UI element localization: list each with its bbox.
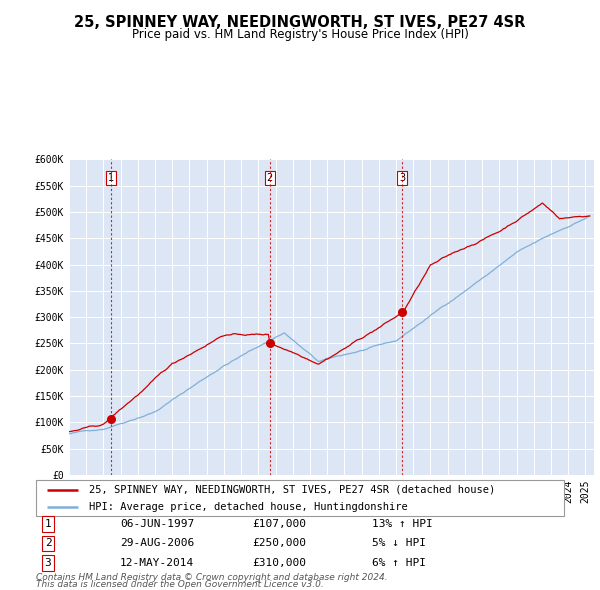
Text: 25, SPINNEY WAY, NEEDINGWORTH, ST IVES, PE27 4SR: 25, SPINNEY WAY, NEEDINGWORTH, ST IVES, … [74, 15, 526, 30]
Text: £107,000: £107,000 [252, 519, 306, 529]
Text: 29-AUG-2006: 29-AUG-2006 [120, 539, 194, 548]
Text: 5% ↓ HPI: 5% ↓ HPI [372, 539, 426, 548]
Text: 12-MAY-2014: 12-MAY-2014 [120, 558, 194, 568]
Text: 2: 2 [44, 539, 52, 548]
FancyBboxPatch shape [36, 480, 564, 516]
Text: 2: 2 [266, 173, 273, 183]
Text: 1: 1 [108, 173, 114, 183]
Text: This data is licensed under the Open Government Licence v3.0.: This data is licensed under the Open Gov… [36, 580, 324, 589]
Text: 1: 1 [44, 519, 52, 529]
Text: 3: 3 [400, 173, 406, 183]
Text: £310,000: £310,000 [252, 558, 306, 568]
Text: 13% ↑ HPI: 13% ↑ HPI [372, 519, 433, 529]
Text: Contains HM Land Registry data © Crown copyright and database right 2024.: Contains HM Land Registry data © Crown c… [36, 573, 388, 582]
Text: HPI: Average price, detached house, Huntingdonshire: HPI: Average price, detached house, Hunt… [89, 502, 407, 512]
Text: £250,000: £250,000 [252, 539, 306, 548]
Text: Price paid vs. HM Land Registry's House Price Index (HPI): Price paid vs. HM Land Registry's House … [131, 28, 469, 41]
Text: 3: 3 [44, 558, 52, 568]
Text: 06-JUN-1997: 06-JUN-1997 [120, 519, 194, 529]
Text: 6% ↑ HPI: 6% ↑ HPI [372, 558, 426, 568]
Text: 25, SPINNEY WAY, NEEDINGWORTH, ST IVES, PE27 4SR (detached house): 25, SPINNEY WAY, NEEDINGWORTH, ST IVES, … [89, 485, 495, 495]
